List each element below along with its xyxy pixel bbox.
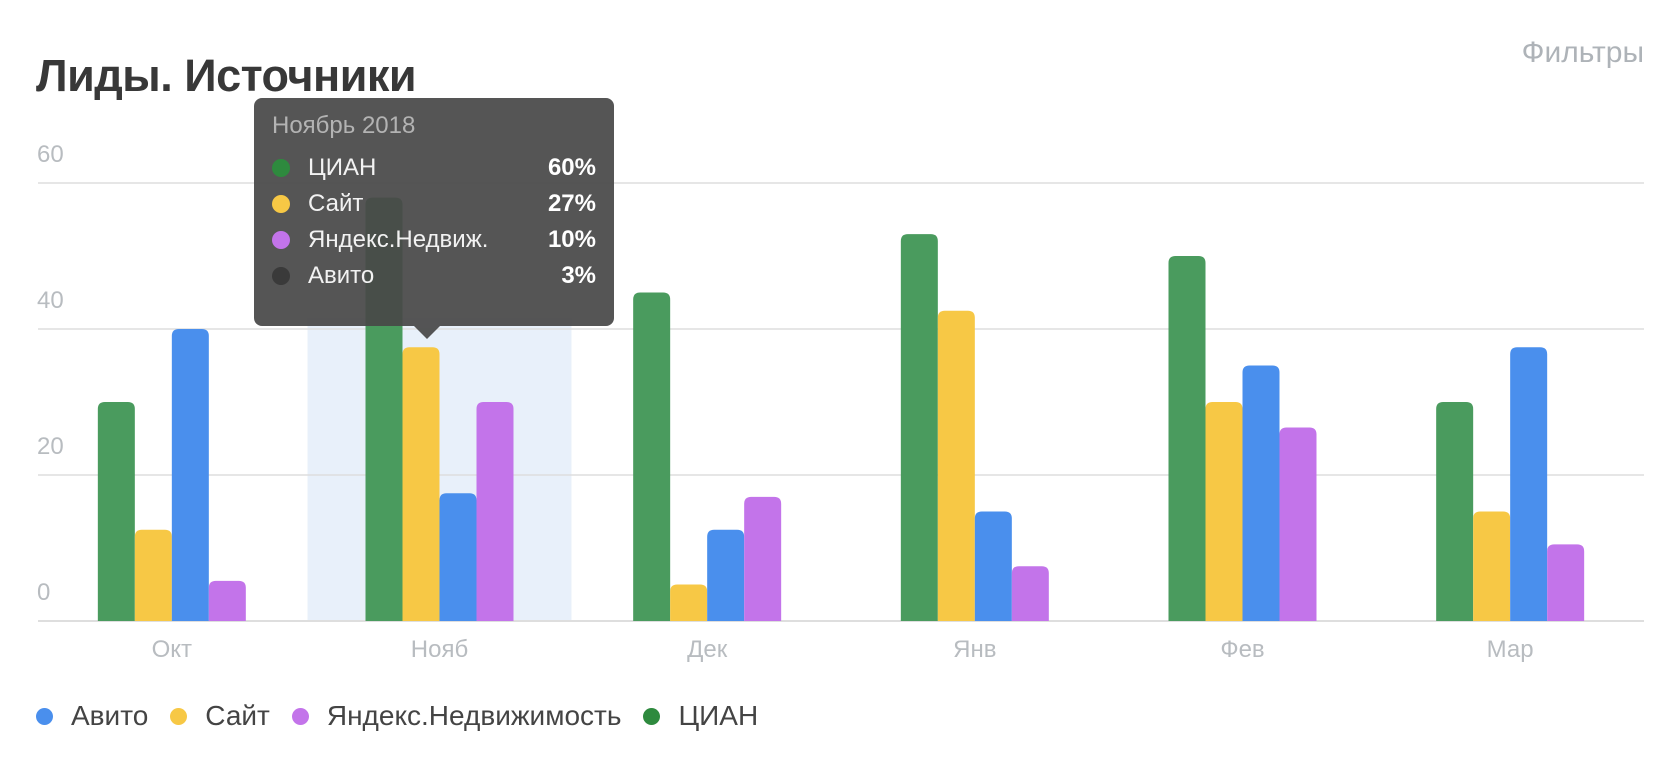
bar-4-0: [1168, 256, 1206, 621]
x-tick-label: Янв: [953, 636, 996, 663]
tooltip-dot-icon: [272, 267, 290, 285]
legend-item-avito[interactable]: Авито: [36, 700, 148, 732]
bar-2-2: [707, 529, 745, 621]
x-tick-label: Мар: [1487, 636, 1534, 663]
legend-label: Сайт: [205, 700, 270, 731]
bar-2-1: [670, 584, 708, 621]
chart-legend: Авито Сайт Яндекс.Недвижимость ЦИАН: [36, 700, 780, 732]
tooltip-row-value: 10%: [547, 226, 596, 253]
tooltip-row-value: 3%: [561, 262, 596, 289]
tooltip-row-cian: ЦИАН 60%: [272, 150, 596, 186]
bar-0-0: [97, 402, 135, 621]
tooltip-row-label: Авито: [308, 262, 375, 289]
bar-0-2: [171, 329, 209, 621]
y-tick-label: 20: [37, 433, 64, 460]
bar-5-0: [1436, 402, 1474, 621]
filters-button[interactable]: Фильтры: [1521, 36, 1644, 69]
tooltip-row-value: 60%: [547, 154, 596, 181]
x-tick-label: Фев: [1220, 636, 1264, 663]
legend-dot-icon: [643, 707, 661, 725]
x-tick-label: Дек: [687, 636, 728, 663]
tooltip-dot-icon: [272, 195, 290, 213]
legend-label: Яндекс.Недвижимость: [326, 700, 622, 731]
y-tick-label: 0: [37, 579, 50, 606]
tooltip-row-avito: Авито 3%: [272, 258, 596, 294]
legend-dot-icon: [36, 707, 53, 725]
bar-3-2: [974, 511, 1012, 621]
bar-2-0: [633, 292, 671, 621]
bar-3-3: [1011, 566, 1049, 621]
legend-item-cian[interactable]: ЦИАН: [643, 700, 758, 732]
bar-3-1: [937, 310, 975, 621]
bar-3-0: [900, 234, 938, 621]
bar-0-1: [134, 529, 172, 621]
y-tick-label: 40: [37, 287, 64, 314]
page-title: Лиды. Источники: [36, 50, 417, 101]
legend-item-yandex[interactable]: Яндекс.Недвижимость: [291, 700, 622, 732]
bar-2-3: [744, 496, 782, 621]
tooltip-row-label: Яндекс.Недвиж.: [308, 226, 489, 253]
x-tick-label: Нояб: [411, 636, 468, 663]
bar-4-2: [1242, 365, 1280, 621]
legend-label: Авито: [71, 700, 149, 731]
bar-1-1: [402, 347, 440, 621]
bar-5-3: [1547, 544, 1585, 621]
legend-item-site[interactable]: Сайт: [170, 700, 270, 732]
bar-1-2: [439, 493, 477, 621]
y-tick-label: 60: [37, 141, 64, 168]
tooltip-row-label: ЦИАН: [308, 154, 377, 181]
tooltip-row-value: 27%: [547, 190, 596, 217]
tooltip-title: Ноябрь 2018: [272, 112, 416, 139]
bar-5-1: [1473, 511, 1511, 621]
bar-4-1: [1205, 402, 1243, 621]
tooltip-row-yandex: Яндекс.Недвиж. 10%: [272, 222, 596, 258]
bar-4-3: [1279, 427, 1317, 621]
legend-dot-icon: [170, 707, 188, 725]
legend-label: ЦИАН: [678, 700, 759, 731]
bar-1-3: [476, 402, 514, 621]
tooltip-dot-icon: [272, 231, 290, 249]
x-tick-label: Окт: [152, 636, 192, 663]
tooltip-dot-icon: [272, 159, 290, 177]
bar-5-2: [1510, 347, 1548, 621]
tooltip-row-site: Сайт 27%: [272, 186, 596, 222]
legend-dot-icon: [291, 707, 309, 725]
bar-0-3: [208, 580, 246, 621]
chart-tooltip: Ноябрь 2018 ЦИАН 60% Сайт 27% Яндекс.Нед…: [254, 98, 614, 339]
bar-chart: 0 20 40 60 Окт Нояб Дек Янв Фев Мар: [37, 141, 1644, 663]
tooltip-row-label: Сайт: [308, 190, 364, 217]
